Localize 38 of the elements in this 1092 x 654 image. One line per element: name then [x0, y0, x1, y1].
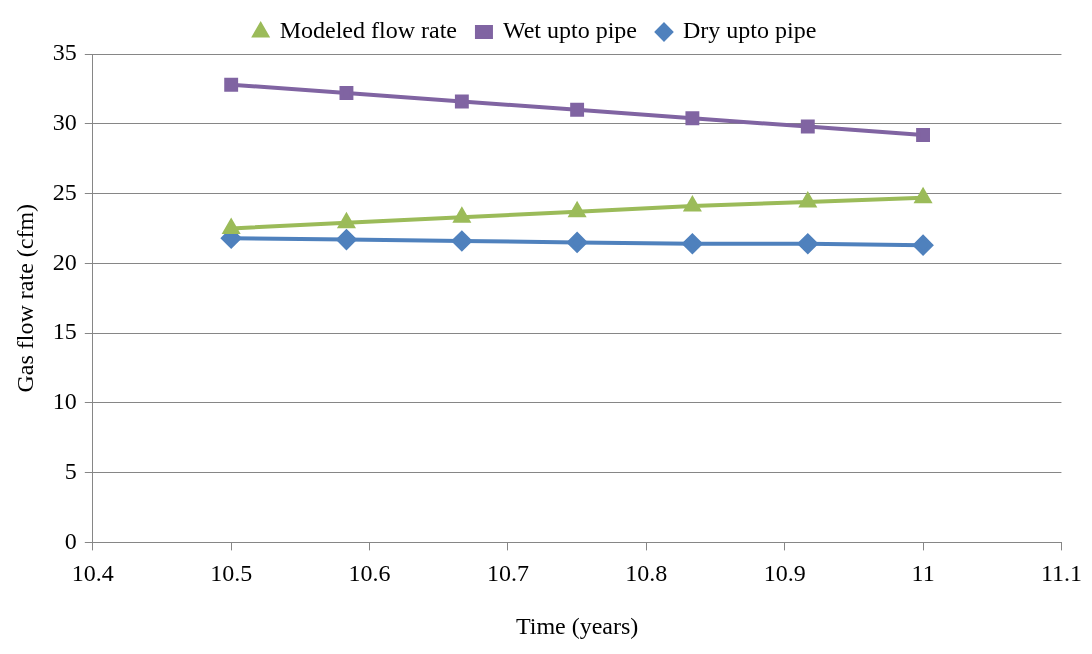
y-tick-label: 25 — [52, 178, 77, 205]
point — [797, 233, 818, 254]
point — [800, 119, 815, 134]
point — [567, 232, 588, 253]
y-tick-label: 5 — [64, 457, 77, 484]
point — [453, 208, 470, 223]
y-tick-label: 30 — [52, 109, 77, 136]
x-tick-label: 10.4 — [71, 560, 114, 587]
y-tick-label: 35 — [52, 39, 77, 66]
point — [916, 127, 931, 142]
x-tick-label: 10.8 — [625, 560, 668, 587]
x-tick-label: 11.1 — [1040, 560, 1082, 587]
x-tick-label: 11 — [911, 560, 935, 587]
y-tick-label: 15 — [52, 318, 77, 345]
point — [913, 235, 934, 256]
y-tick-label: 10 — [52, 388, 77, 415]
x-tick-label: 10.5 — [210, 560, 253, 587]
point — [685, 111, 700, 126]
legend-label: Wet upto pipe — [502, 17, 638, 44]
point — [451, 230, 472, 251]
y-axis-title: Gas flow rate (cfm) — [11, 203, 38, 393]
point — [684, 197, 701, 212]
point — [336, 229, 357, 250]
x-tick-label: 10.7 — [486, 560, 529, 587]
point — [454, 94, 469, 109]
x-tick-label: 10.6 — [348, 560, 391, 587]
legend-label: Dry upto pipe — [683, 17, 817, 44]
point — [339, 86, 354, 101]
point — [799, 192, 816, 208]
point — [224, 77, 239, 92]
y-tick-label: 0 — [64, 527, 77, 554]
x-axis-title: Time (years) — [515, 612, 639, 639]
y-tick-label: 20 — [52, 248, 77, 275]
point — [570, 102, 585, 117]
point — [223, 219, 240, 234]
point — [682, 233, 703, 254]
x-tick-label: 10.9 — [763, 560, 806, 587]
legend-label: Modeled flow rate — [279, 17, 457, 44]
